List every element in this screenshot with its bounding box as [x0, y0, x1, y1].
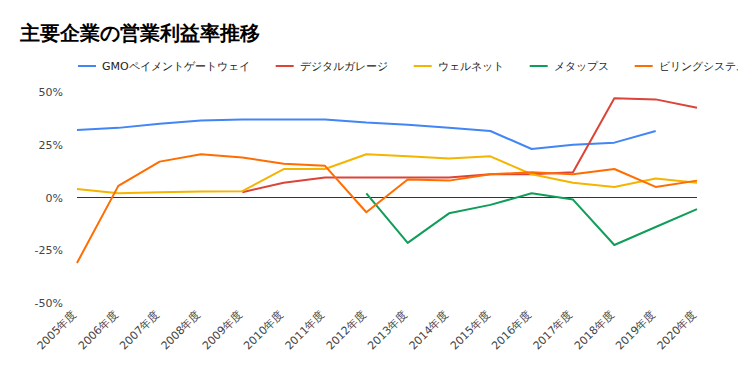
- x-tick-label: 2009年度: [200, 308, 245, 353]
- x-tick-label: 2020年度: [655, 308, 700, 353]
- series-line: [77, 119, 656, 149]
- legend-label: ウェルネット: [438, 60, 504, 73]
- y-tick-label: 25%: [39, 139, 63, 152]
- legend-swatch: [276, 65, 294, 67]
- y-tick-label: 0%: [46, 192, 63, 205]
- y-tick-label: 50%: [39, 86, 63, 99]
- x-tick-label: 2018年度: [572, 308, 617, 353]
- title: 主要企業の営業利益率推移: [19, 21, 260, 45]
- x-tick-label: 2019年度: [613, 308, 658, 353]
- x-tick-label: 2016年度: [489, 308, 534, 353]
- legend-label: GMOペイメントゲートウェイ: [102, 60, 250, 73]
- legend-label: メタップス: [554, 60, 609, 73]
- x-tick-label: 2014年度: [407, 308, 452, 353]
- legend-swatch: [414, 65, 432, 67]
- x-tick-label: 2005年度: [35, 308, 80, 353]
- x-tick-label: 2017年度: [531, 308, 576, 353]
- series-line: [366, 193, 697, 245]
- x-tick-label: 2006年度: [76, 308, 121, 353]
- x-tick-label: 2015年度: [448, 308, 493, 353]
- x-tick-label: 2012年度: [324, 308, 369, 353]
- x-tick-label: 2007年度: [117, 308, 162, 353]
- legend-swatch: [530, 65, 548, 67]
- y-tick-label: -50%: [35, 297, 63, 310]
- legend-swatch: [78, 65, 96, 67]
- legend-swatch: [635, 65, 653, 67]
- legend-label: デジタルガレージ: [300, 60, 388, 73]
- series-line: [77, 154, 697, 263]
- legend-label: ビリングシステム: [659, 60, 738, 73]
- y-tick-label: -25%: [35, 244, 63, 257]
- chart: 主要企業の営業利益率推移 -50% -25% 0% 25% 50% 2005年度2006年度…: [0, 0, 738, 371]
- plot-area: [77, 98, 697, 263]
- x-tick-label: 2010年度: [241, 308, 286, 353]
- x-tick-label: 2013年度: [365, 308, 410, 353]
- x-tick-label: 2008年度: [159, 308, 204, 353]
- x-tick-label: 2011年度: [283, 308, 328, 353]
